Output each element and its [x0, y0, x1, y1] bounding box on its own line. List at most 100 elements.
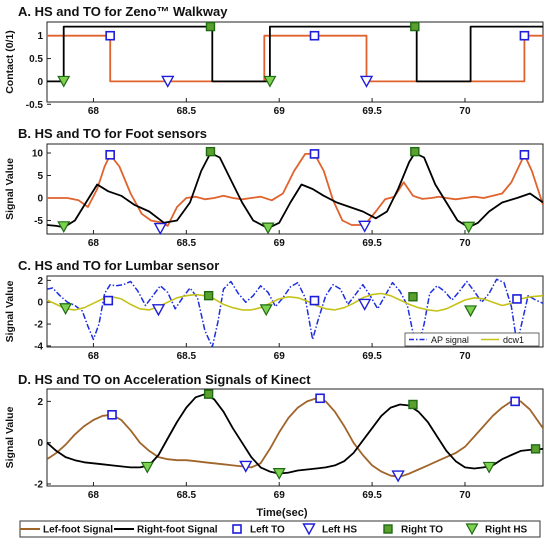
series-line-dcw1 — [47, 292, 543, 312]
right-hs-marker — [261, 222, 275, 235]
panel-title: A. HS and TO for Zeno™ Walkway — [18, 4, 228, 19]
legend-label: Right HS — [485, 525, 528, 536]
left-to-marker — [519, 30, 530, 41]
left-to-marker — [105, 30, 115, 41]
left-hs-marker — [357, 298, 372, 311]
y-tick-label: 10 — [32, 149, 44, 160]
x-tick-label: 70 — [459, 351, 471, 362]
right-to-marker — [203, 389, 214, 399]
panel-title: B. HS and TO for Foot sensors — [18, 126, 207, 141]
y-tick-label: 2 — [37, 276, 43, 287]
y-tick-label: 0 — [37, 438, 43, 449]
legend-label: dcw1 — [503, 335, 524, 345]
left-hs-marker — [151, 304, 166, 317]
legend-label: AP signal — [431, 335, 469, 345]
plot-area — [46, 21, 544, 103]
series-line-kinect-left — [47, 397, 543, 478]
x-tick-label: 68 — [88, 351, 100, 362]
legend-swatch — [465, 523, 479, 536]
legend-item: Right HS — [465, 523, 528, 536]
left-hs-marker — [239, 460, 253, 473]
x-tick-label: 68 — [88, 490, 100, 501]
series-line-right — [47, 393, 543, 475]
legend-item: Left TO — [232, 524, 285, 536]
series-line-right — [47, 25, 543, 83]
x-tick-label: 69 — [274, 106, 286, 117]
y-tick-label: 0.5 — [29, 54, 43, 65]
y-axis-label: Contact (0/1) — [4, 30, 16, 94]
left-hs-marker — [153, 222, 168, 236]
y-tick-label: -2 — [34, 320, 43, 331]
right-hs-marker — [462, 221, 476, 234]
legend-item: Right-foot Signal — [114, 525, 218, 536]
right-to-marker — [205, 21, 216, 32]
panel-title: C. HS and TO for Lumbar sensor — [18, 258, 219, 273]
series-line-left — [47, 152, 543, 227]
left-to-marker — [510, 396, 520, 407]
legend-swatch — [232, 524, 242, 534]
x-tick-label: 69 — [274, 490, 286, 501]
left-to-marker — [309, 149, 320, 159]
figure-legend: Lef-foot Signal Right-foot Signal Left TO L… — [19, 520, 541, 538]
x-tick-label: 70 — [459, 106, 471, 117]
y-tick-label: -0.5 — [26, 100, 44, 111]
right-to-marker — [410, 146, 420, 157]
y-tick-label: 0 — [37, 298, 43, 309]
left-to-marker — [105, 150, 115, 160]
left-to-marker — [519, 150, 530, 160]
y-axis-label: Signal Value — [4, 406, 16, 468]
x-tick-label: 69 — [274, 351, 286, 362]
right-hs-marker — [263, 75, 277, 88]
right-to-marker — [408, 399, 418, 410]
x-tick-label: 69.5 — [362, 106, 382, 117]
left-to-marker — [315, 393, 325, 404]
x-axis-label: Time(sec) — [256, 507, 307, 519]
x-tick-label: 68.5 — [177, 351, 197, 362]
plot-area — [46, 388, 544, 487]
left-to-marker — [107, 409, 117, 420]
left-hs-marker — [391, 470, 405, 483]
plot-content — [47, 393, 543, 478]
x-tick-label: 68.5 — [177, 106, 197, 117]
x-tick-label: 70 — [459, 238, 471, 249]
right-hs-marker — [57, 75, 71, 88]
x-tick-label: 68 — [88, 106, 100, 117]
legend-item: Right TO — [383, 524, 443, 536]
y-tick-label: 2 — [37, 397, 43, 408]
legend-item: Lef-foot Signal — [20, 525, 113, 536]
legend-label: Left HS — [322, 525, 357, 536]
legend-item: Left HS — [302, 523, 357, 536]
right-hs-marker — [464, 305, 478, 318]
x-tick-label: 69.5 — [362, 238, 382, 249]
right-hs-marker — [57, 221, 71, 234]
left-hs-marker — [357, 220, 372, 233]
plot-content — [47, 278, 543, 347]
left-to-marker — [309, 295, 320, 306]
right-hs-marker — [482, 461, 496, 474]
right-hs-marker — [272, 468, 286, 480]
y-tick-label: -2 — [34, 479, 43, 490]
panel-title: D. HS and TO on Acceleration Signals of … — [18, 372, 311, 387]
x-tick-label: 68 — [88, 238, 100, 249]
legend-swatch — [383, 524, 393, 534]
x-tick-label: 68.5 — [177, 238, 197, 249]
y-tick-label: 1 — [37, 31, 43, 42]
right-to-marker — [205, 146, 216, 157]
panel-2: B. HS and TO for Foot sensors Signal Valu… — [4, 126, 544, 249]
left-hs-marker — [359, 75, 374, 88]
right-to-marker — [530, 444, 541, 454]
right-hs-marker — [59, 303, 73, 316]
x-tick-label: 69.5 — [362, 490, 382, 501]
left-to-marker — [512, 294, 522, 304]
plot-content — [47, 152, 543, 229]
x-tick-label: 69 — [274, 238, 286, 249]
x-tick-label: 69.5 — [362, 351, 382, 362]
y-tick-label: 0 — [37, 77, 43, 88]
x-tick-label: 70 — [459, 490, 471, 501]
panel-legend: AP signal dcw1 — [404, 332, 540, 347]
legend-label: Left TO — [250, 525, 285, 536]
series-line-right — [47, 152, 543, 229]
